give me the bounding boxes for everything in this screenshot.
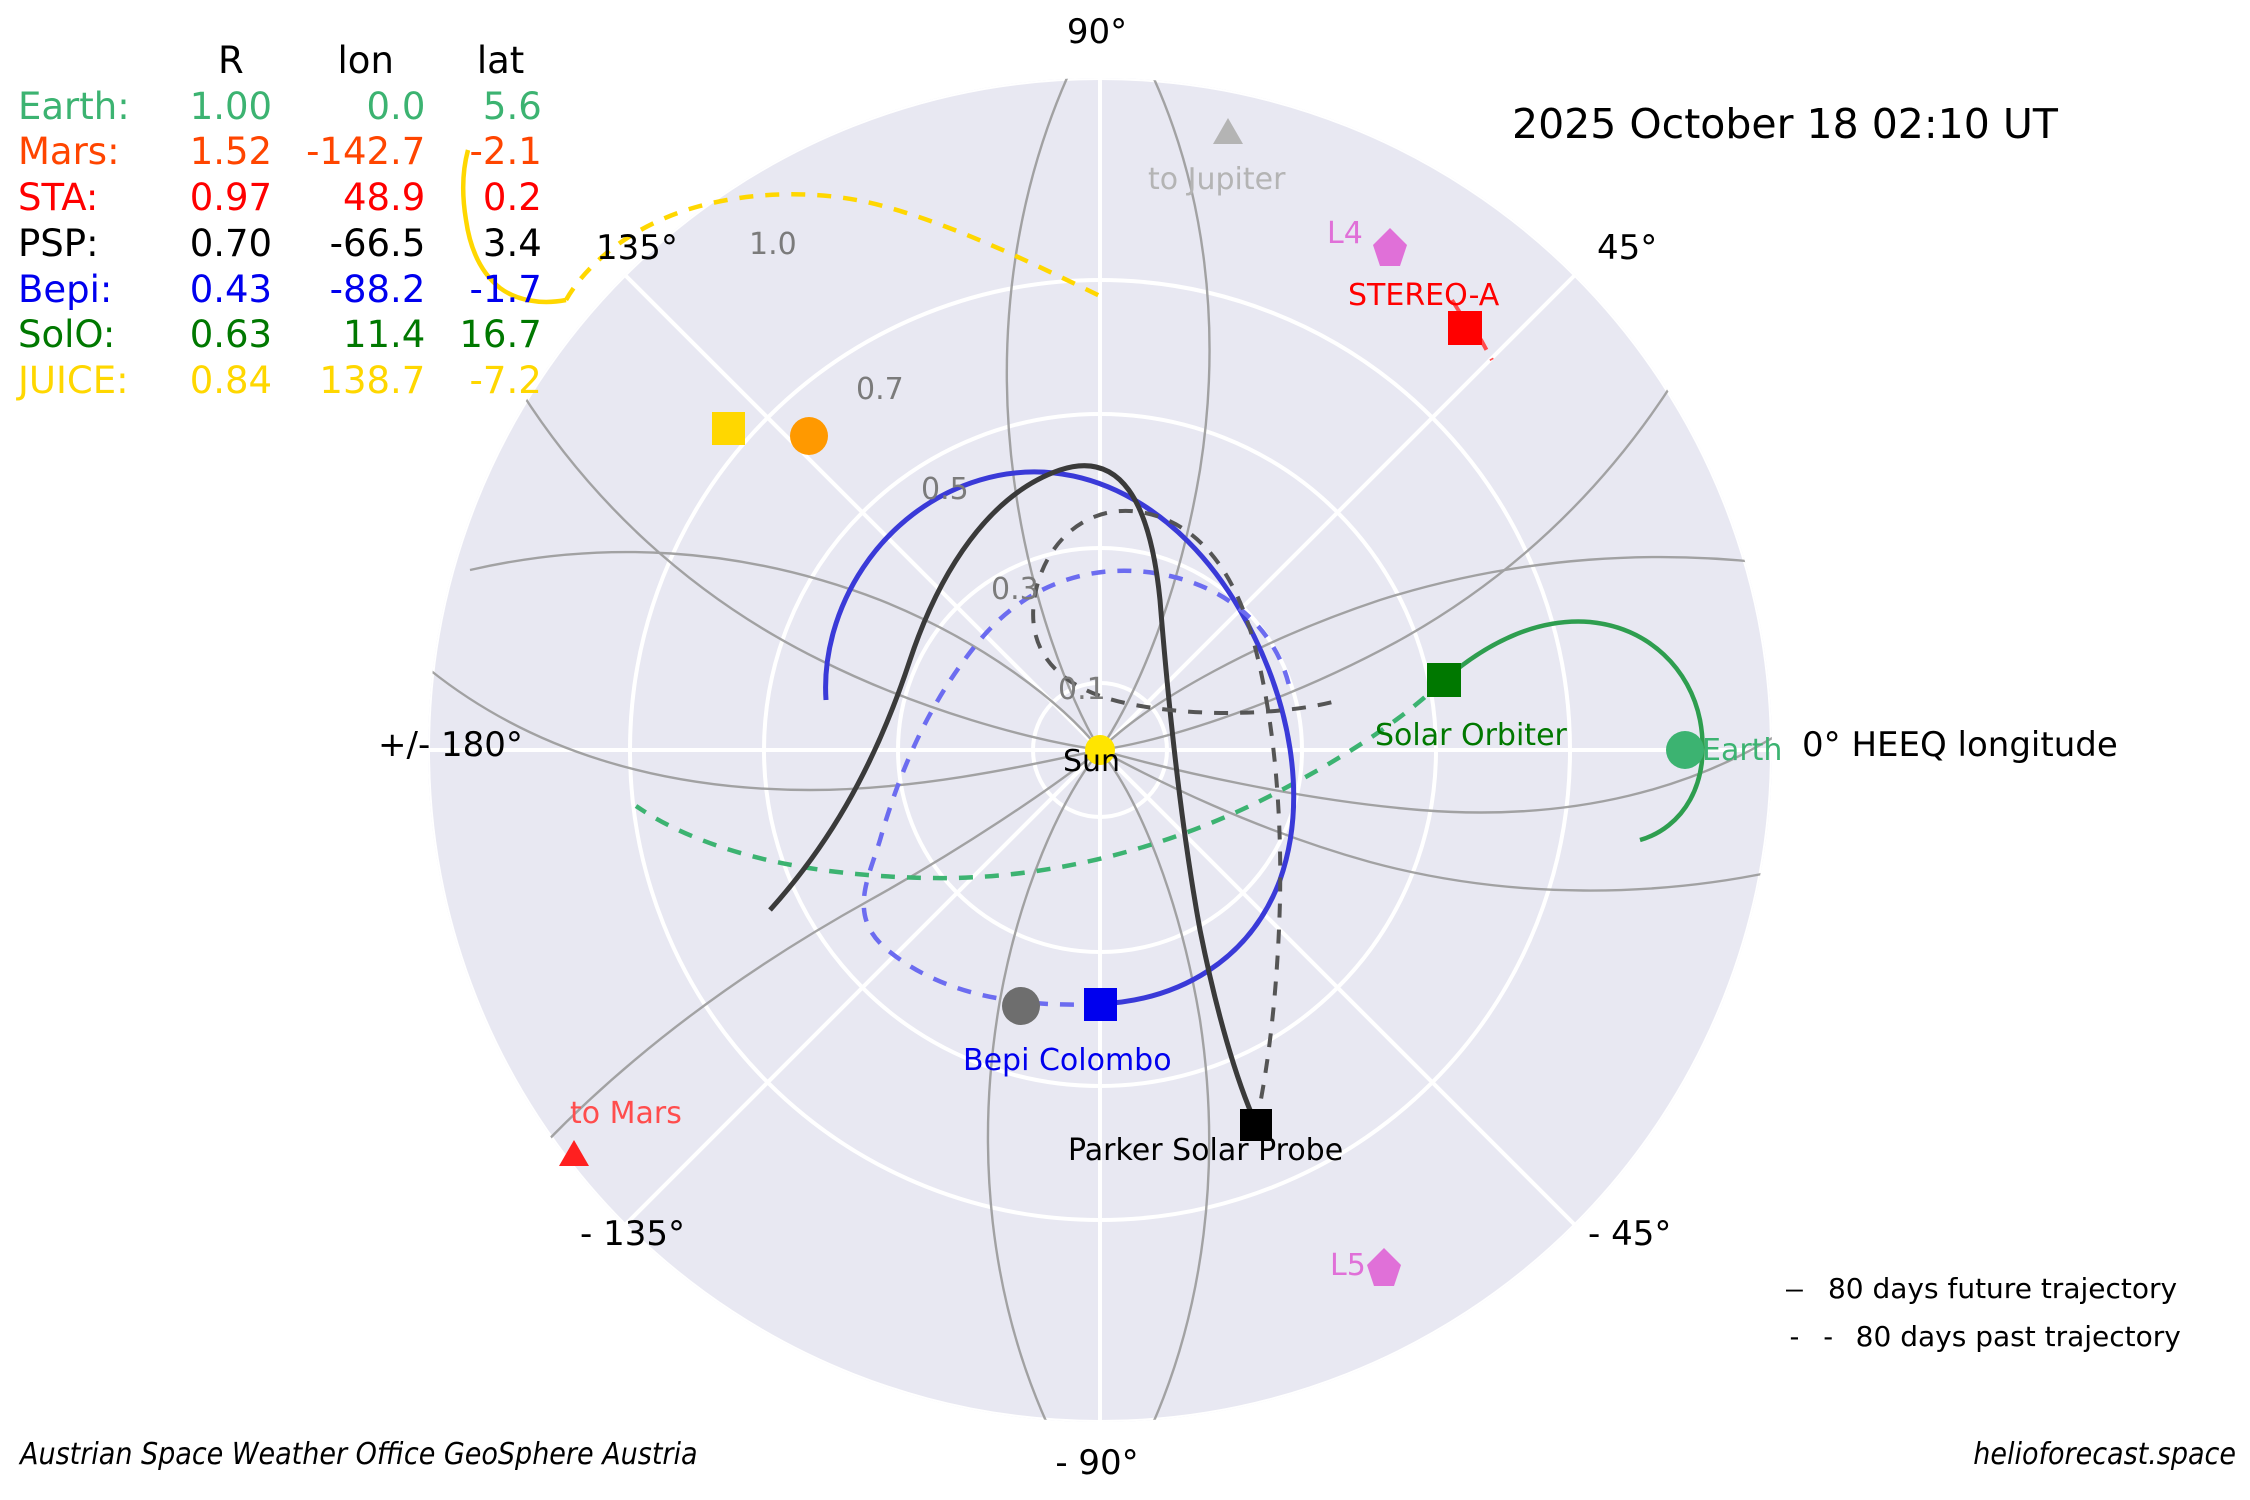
cell-lat: 3.4: [482, 221, 542, 265]
table-row: SolO: 0.63 11.4 16.7: [18, 312, 542, 358]
cell-R: 0.97: [189, 176, 273, 220]
bepi-label: Bepi Colombo: [963, 1043, 1172, 1078]
ring-label-0-1: 0.1: [1058, 672, 1106, 707]
l5-label: L5: [1330, 1248, 1366, 1283]
axis-label-minus-45: - 45°: [1588, 1214, 1672, 1254]
footer-right: helioforecast.space: [1973, 1437, 2236, 1472]
axis-label-45: 45°: [1597, 228, 1658, 268]
psp-label: Parker Solar Probe: [1068, 1133, 1344, 1168]
cell-lat: 16.7: [459, 313, 542, 357]
mercury-marker[interactable]: [1002, 987, 1040, 1025]
cell-name: Bepi:: [18, 267, 113, 311]
legend-past-label: 80 days past trajectory: [1855, 1320, 2181, 1353]
cell-name: PSP:: [18, 221, 99, 265]
table-row: Bepi: 0.43 -88.2 -1.7: [18, 267, 542, 313]
solar-orbiter-past-trajectory: [634, 678, 1446, 881]
cell-lon: 138.7: [319, 359, 426, 403]
cell-R: 1.00: [189, 84, 273, 128]
cell-R: 0.70: [189, 221, 273, 265]
cell-R: 1.52: [189, 130, 273, 174]
legend-past: - - 80 days past trajectory: [1786, 1320, 2181, 1353]
cell-lat: -7.2: [469, 359, 542, 403]
axis-label-heeq-zero: 0° HEEQ longitude: [1802, 725, 2118, 765]
cell-name: Mars:: [18, 130, 120, 174]
legend-future-label: 80 days future trajectory: [1827, 1272, 2178, 1305]
table-row: PSP: 0.70 -66.5 3.4: [18, 221, 542, 267]
cell-name: STA:: [18, 176, 99, 220]
psp-future-trajectory: [768, 463, 1259, 1126]
cell-R: 0.84: [189, 359, 273, 403]
sun-marker[interactable]: [1085, 735, 1115, 765]
axis-label-minus-90: - 90°: [1055, 1443, 1139, 1483]
juice-future-trajectory: [460, 149, 567, 305]
cell-lon: 11.4: [342, 313, 426, 357]
cell-lat: 5.6: [482, 84, 542, 128]
ring-label-0-3: 0.3: [991, 572, 1039, 607]
cell-R: 0.63: [189, 313, 273, 357]
table-row: Mars: 1.52 -142.7 -2.1: [18, 129, 542, 175]
to-jupiter-marker: [1213, 118, 1243, 144]
footer-left: Austrian Space Weather Office GeoSphere …: [20, 1437, 698, 1472]
to-mars-label: to Mars: [570, 1096, 682, 1131]
table-row: STA: 0.97 48.9 0.2: [18, 175, 542, 221]
legend-future-mark: —: [1786, 1272, 1803, 1305]
page-title: 2025 October 18 02:10 UT: [1512, 100, 2058, 148]
l4-marker[interactable]: [1373, 228, 1407, 266]
cell-lon: 48.9: [342, 176, 426, 220]
position-table: R lon lat Earth: 1.00 0.0 5.6 Mars: 1.52 -142.…: [18, 38, 542, 404]
stereo-a-label: STEREO-A: [1348, 278, 1500, 313]
earth-label: Earth: [1702, 733, 1783, 768]
col-header-lat: lat: [476, 39, 525, 82]
solar-orbiter-marker[interactable]: [1427, 663, 1461, 697]
bepi-future-trajectory: [823, 469, 1297, 1007]
col-header-R: R: [218, 39, 244, 82]
sun-label: Sun: [1063, 744, 1121, 779]
legend-past-mark: - -: [1786, 1320, 1837, 1353]
venus-marker[interactable]: [790, 417, 828, 455]
cell-lon: -142.7: [306, 130, 426, 174]
table-row: JUICE: 0.84 138.7 -7.2: [18, 358, 542, 404]
cell-name: Earth:: [18, 84, 130, 128]
cell-name: JUICE:: [18, 359, 129, 403]
bepi-marker[interactable]: [1084, 988, 1117, 1021]
psp-past-trajectory: [1031, 508, 1341, 1125]
axis-label-90: 90°: [1066, 12, 1128, 52]
cell-lat: 0.2: [482, 176, 542, 220]
col-header-lon: lon: [337, 39, 394, 82]
table-header-row: R lon lat: [18, 38, 542, 84]
juice-marker[interactable]: [712, 412, 745, 445]
table-body: Earth: 1.00 0.0 5.6 Mars: 1.52 -142.7 -2.1 STA: 0…: [18, 84, 542, 404]
ring-label-0-7: 0.7: [856, 372, 904, 407]
ring-label-0-5: 0.5: [921, 472, 969, 507]
cell-lon: 0.0: [366, 84, 426, 128]
cell-name: SolO:: [18, 313, 116, 357]
solar-orbiter-label: Solar Orbiter: [1375, 718, 1567, 753]
cell-R: 0.43: [189, 267, 273, 311]
l5-marker[interactable]: [1367, 1248, 1401, 1286]
juice-past-trajectory: [564, 192, 1101, 302]
to-mars-marker[interactable]: [559, 1140, 589, 1166]
bepi-past-trajectory: [861, 568, 1293, 1007]
axis-label-minus-135: - 135°: [580, 1214, 685, 1254]
cell-lon: -66.5: [329, 221, 426, 265]
cell-lat: -2.1: [469, 130, 542, 174]
cell-lon: -88.2: [329, 267, 426, 311]
l4-label: L4: [1327, 216, 1363, 251]
solar-orbiter-future-trajectory: [1442, 619, 1705, 843]
table-row: Earth: 1.00 0.0 5.6: [18, 84, 542, 130]
earth-marker[interactable]: [1666, 731, 1704, 769]
grid-group: [428, 78, 1772, 1422]
ring-label-1-0: 1.0: [749, 227, 797, 262]
cell-lat: -1.7: [469, 267, 542, 311]
to-jupiter-label: to Jupiter: [1148, 162, 1286, 197]
legend-future: — 80 days future trajectory: [1786, 1272, 2177, 1305]
axis-label-135: 135°: [596, 228, 678, 268]
axis-label-180: +/- 180°: [378, 725, 523, 765]
psp-marker[interactable]: [1240, 1109, 1272, 1141]
stereo-a-marker[interactable]: [1448, 311, 1482, 345]
